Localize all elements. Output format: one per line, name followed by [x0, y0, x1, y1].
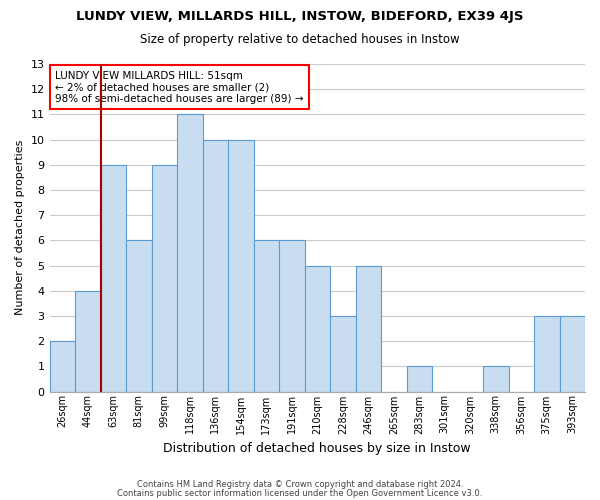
Bar [356, 266, 381, 392]
Bar [228, 140, 254, 392]
Bar [279, 240, 305, 392]
Bar [534, 316, 560, 392]
Bar [254, 240, 279, 392]
Bar [126, 240, 152, 392]
Bar [101, 165, 126, 392]
Text: Contains public sector information licensed under the Open Government Licence v3: Contains public sector information licen… [118, 488, 482, 498]
Bar [50, 341, 75, 392]
Text: Size of property relative to detached houses in Instow: Size of property relative to detached ho… [140, 32, 460, 46]
Bar [407, 366, 432, 392]
Bar [203, 140, 228, 392]
Bar [483, 366, 509, 392]
Bar [177, 114, 203, 392]
Bar [560, 316, 585, 392]
Text: LUNDY VIEW MILLARDS HILL: 51sqm
← 2% of detached houses are smaller (2)
98% of s: LUNDY VIEW MILLARDS HILL: 51sqm ← 2% of … [55, 70, 304, 104]
Bar [75, 290, 101, 392]
Text: LUNDY VIEW, MILLARDS HILL, INSTOW, BIDEFORD, EX39 4JS: LUNDY VIEW, MILLARDS HILL, INSTOW, BIDEF… [76, 10, 524, 23]
X-axis label: Distribution of detached houses by size in Instow: Distribution of detached houses by size … [163, 442, 471, 455]
Bar [152, 165, 177, 392]
Bar [305, 266, 330, 392]
Y-axis label: Number of detached properties: Number of detached properties [15, 140, 25, 316]
Text: Contains HM Land Registry data © Crown copyright and database right 2024.: Contains HM Land Registry data © Crown c… [137, 480, 463, 489]
Bar [330, 316, 356, 392]
